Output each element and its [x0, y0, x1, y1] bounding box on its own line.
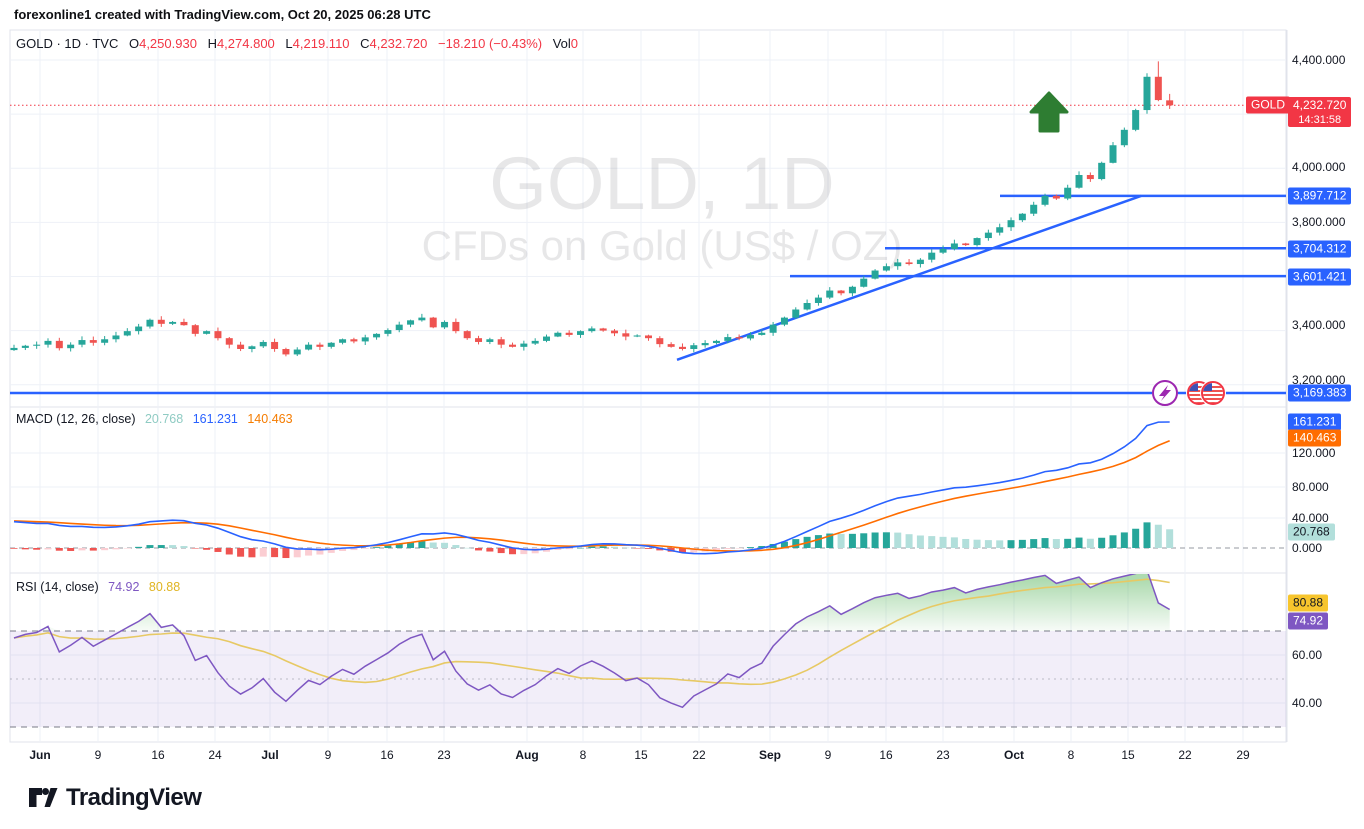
price-scale-label: 0.000	[1292, 541, 1323, 555]
macd-line-value: 161.231	[192, 412, 238, 426]
macd-signal-line	[13, 439, 1170, 552]
level-badge: 3,897.712	[1288, 187, 1352, 205]
time-scale-label: 16	[879, 748, 893, 762]
price-scale-label: 40.000	[1292, 511, 1329, 525]
time-scale-label: 15	[1121, 748, 1135, 762]
rsi-pane[interactable]	[10, 570, 1286, 728]
symbol-legend[interactable]: GOLD · 1D · TVC O4,250.930 H4,274.800 L4…	[16, 36, 585, 51]
rsi-legend[interactable]: RSI (14, close) 74.92 80.88	[16, 580, 186, 594]
rsi-overbought-fill	[14, 574, 1170, 631]
time-scale-label: 29	[1236, 748, 1250, 762]
rsi-legend-label[interactable]: RSI (14, close)	[16, 580, 99, 594]
macd-hist-value: 20.768	[144, 412, 184, 426]
close-label: C	[360, 36, 370, 51]
time-scale-label: 9	[94, 748, 102, 762]
us-flag-event-icon[interactable]	[1201, 381, 1225, 405]
price-scale-label: 3,200.000	[1292, 373, 1346, 387]
time-scale-label: 8	[579, 748, 587, 762]
rsi-value: 74.92	[108, 580, 140, 594]
time-scale-label: Aug	[515, 748, 539, 762]
level-badge: 3,601.421	[1288, 268, 1352, 286]
rsi-value-badge: 74.92	[1288, 612, 1329, 630]
time-scale-label: 15	[634, 748, 648, 762]
price-scale-label: 60.00	[1292, 648, 1323, 662]
low-label: L	[285, 36, 293, 51]
price-scale-label: 4,000.000	[1292, 160, 1346, 174]
time-scale-label: Jun	[29, 748, 51, 762]
price-pane[interactable]	[10, 61, 1286, 395]
time-scale-label: 22	[1178, 748, 1192, 762]
rsi-ma-line	[13, 578, 1170, 686]
macd-legend-label[interactable]: MACD (12, 26, close)	[16, 412, 136, 426]
price-scale-label: 120.000	[1292, 446, 1336, 460]
level-badge: 3,704.312	[1288, 240, 1352, 258]
price-scale-label: 3,800.000	[1292, 215, 1346, 229]
tradingview-logo-mark	[29, 788, 58, 807]
time-scale-label: 22	[692, 748, 706, 762]
time-scale-label: 9	[824, 748, 832, 762]
current-price-badge: 4,232.720 14:31:58	[1288, 97, 1352, 127]
macd-legend[interactable]: MACD (12, 26, close) 20.768 161.231 140.…	[16, 412, 299, 426]
up-arrow-annotation[interactable]	[1029, 91, 1069, 133]
time-scale-label: 16	[151, 748, 165, 762]
trendline[interactable]	[676, 194, 1142, 362]
time-scale-label: 9	[324, 748, 332, 762]
close-value: 4,232.720	[369, 36, 428, 51]
rsi-ma-badge: 80.88	[1288, 594, 1329, 612]
macd-value-badge: 161.231	[1288, 413, 1342, 431]
level-badge: 3,169.383	[1288, 384, 1352, 402]
symbol-title[interactable]: GOLD · 1D · TVC	[16, 36, 119, 51]
tradingview-logo-text: TradingView	[66, 784, 202, 811]
time-scale-label: 23	[936, 748, 950, 762]
time-scale-label: 23	[437, 748, 451, 762]
macd-hist-badge: 20.768	[1288, 523, 1335, 541]
time-scale-label: 24	[208, 748, 222, 762]
time-scale-label: Jul	[261, 748, 279, 762]
macd-signal-badge: 140.463	[1288, 429, 1342, 447]
macd-line	[13, 421, 1170, 555]
chart-canvas[interactable]	[0, 0, 1364, 780]
tradingview-logo[interactable]: TradingView	[28, 784, 202, 812]
low-value: 4,219.110	[292, 36, 350, 51]
price-scale-label: 80.000	[1292, 480, 1329, 494]
rsi-ma-value: 80.88	[148, 580, 181, 594]
high-value: 4,274.800	[216, 36, 275, 51]
open-label: O	[128, 36, 140, 51]
symbol-label-badge: GOLD	[1246, 96, 1291, 114]
candlestick-series	[10, 61, 1174, 357]
high-label: H	[207, 36, 217, 51]
volume-value: 0	[570, 36, 579, 51]
price-scale-label: 40.00	[1292, 696, 1323, 710]
price-scale-label: 4,400.000	[1292, 53, 1346, 67]
price-scale-label: 3,400.000	[1292, 318, 1346, 332]
time-scale-label: Oct	[1003, 748, 1025, 762]
volume-label: Vol	[552, 36, 571, 51]
open-value: 4,250.930	[139, 36, 197, 51]
macd-signal-value: 140.463	[247, 412, 293, 426]
time-scale-label: 8	[1067, 748, 1075, 762]
time-scale-label: Sep	[758, 748, 782, 762]
macd-pane[interactable]	[10, 421, 1286, 559]
attribution-text: forexonline1 created with TradingView.co…	[14, 7, 431, 22]
time-scale-label: 16	[380, 748, 394, 762]
rsi-line	[13, 574, 1171, 709]
change-value: −18.210 (−0.43%)	[438, 36, 543, 51]
